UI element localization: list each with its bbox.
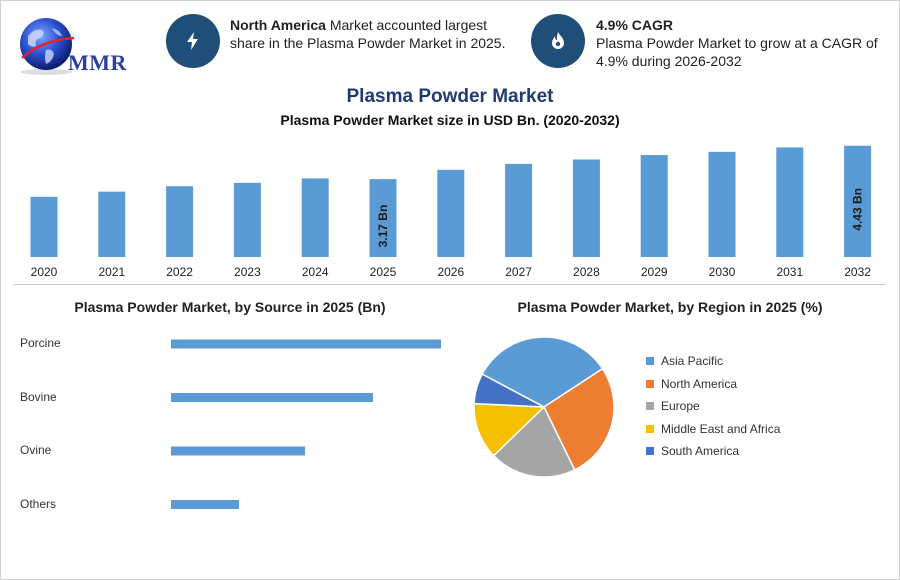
legend-item-europe: Europe xyxy=(646,399,700,413)
pie-slice-north-america xyxy=(543,367,615,471)
x-tick-2021: 2021 xyxy=(98,265,125,279)
bar-chart-title: Plasma Powder Market size in USD Bn. (20… xyxy=(280,112,620,128)
source-bar-chart xyxy=(171,339,441,509)
lightning-icon xyxy=(166,14,220,68)
hbar-label-others: Others xyxy=(20,496,57,511)
legend-swatch xyxy=(646,424,654,433)
hbar-porcine xyxy=(171,339,441,349)
main-title: Plasma Powder Market xyxy=(346,86,554,107)
x-tick-2024: 2024 xyxy=(302,265,329,279)
bar-2031 xyxy=(776,147,804,257)
legend-label: Middle East and Africa xyxy=(661,421,781,436)
legend-swatch xyxy=(646,379,654,388)
x-tick-2022: 2022 xyxy=(166,265,193,279)
legend-label: Europe xyxy=(661,399,700,413)
pie-slice-middle-east-and-africa xyxy=(473,402,546,457)
x-tick-2028: 2028 xyxy=(573,265,600,279)
source-chart-title: Plasma Powder Market, by Source in 2025 … xyxy=(74,299,386,315)
pie-slice-europe xyxy=(492,405,576,478)
bar-2030 xyxy=(708,151,736,257)
bar-2025 xyxy=(369,179,397,257)
x-tick-2030: 2030 xyxy=(709,265,736,279)
section-divider xyxy=(14,284,886,285)
hbar-others xyxy=(171,500,239,509)
x-tick-2031: 2031 xyxy=(776,265,803,279)
bar-2024 xyxy=(301,178,329,257)
hbar-bovine xyxy=(171,393,373,402)
info1-bold: North America xyxy=(230,17,326,33)
flame-icon xyxy=(531,14,585,68)
legend-swatch xyxy=(646,447,654,455)
legend-label: South America xyxy=(661,444,740,458)
x-tick-2027: 2027 xyxy=(505,265,532,279)
legend-item-middle-east-and-africa: Middle East and Africa xyxy=(646,422,780,436)
legend-item-north-america: North America xyxy=(646,377,737,391)
logo-text: MMR xyxy=(68,50,127,75)
legend-swatch xyxy=(646,402,654,410)
hbar-label-ovine: Ovine xyxy=(20,443,52,457)
legend-item-south-america: South America xyxy=(646,444,739,458)
info-cagr: 4.9% CAGR Plasma Powder Market to grow a… xyxy=(596,16,886,70)
globe-icon xyxy=(20,18,75,75)
bar-2023 xyxy=(233,182,261,257)
pie-slice-south-america xyxy=(473,373,545,408)
market-size-bar-chart: 2020 2021 2022 2023 2024 2025 3.17 Bn 2026 2027 2… xyxy=(30,145,872,279)
x-tick-2025: 2025 xyxy=(370,265,397,279)
x-tick-2026: 2026 xyxy=(437,265,464,279)
data-label-2032: 4.43 Bn xyxy=(851,188,865,231)
hbar-label-bovine: Bovine xyxy=(20,389,57,404)
data-label-2025: 3.17 Bn xyxy=(376,205,390,248)
bar-2026 xyxy=(437,169,465,257)
region-pie-chart xyxy=(473,336,615,478)
x-tick-2023: 2023 xyxy=(234,265,261,279)
bar-2020 xyxy=(30,196,58,257)
x-tick-2029: 2029 xyxy=(641,265,668,279)
mmr-logo: MMR xyxy=(16,14,141,78)
bar-2022 xyxy=(166,186,194,257)
bar-2021 xyxy=(98,191,126,257)
hbar-ovine xyxy=(171,446,305,456)
bar-2029 xyxy=(640,155,668,257)
info-north-america: North America Market accounted largest s… xyxy=(230,16,510,52)
info2-text: Plasma Powder Market to grow at a CAGR o… xyxy=(596,35,878,69)
x-tick-2032: 2032 xyxy=(844,265,871,279)
bar-2027 xyxy=(505,163,533,257)
legend-item-asia-pacific: Asia Pacific xyxy=(646,354,723,368)
region-chart-title: Plasma Powder Market, by Region in 2025 … xyxy=(517,299,823,315)
legend-swatch xyxy=(646,357,654,365)
legend-label: North America xyxy=(661,376,738,391)
x-tick-2020: 2020 xyxy=(31,265,58,279)
bar-2032 xyxy=(844,145,872,257)
info1-text: Market accounted largest share in the Pl… xyxy=(230,17,506,51)
info2-bold: 4.9% CAGR xyxy=(596,17,674,33)
hbar-label-porcine: Porcine xyxy=(20,336,61,350)
legend-label: Asia Pacific xyxy=(661,354,724,368)
bar-2028 xyxy=(572,159,600,257)
